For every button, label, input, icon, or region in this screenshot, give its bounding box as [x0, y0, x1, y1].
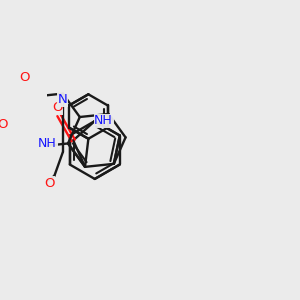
Text: NH: NH: [38, 136, 57, 150]
Text: O: O: [52, 101, 63, 114]
Text: O: O: [0, 118, 8, 130]
Text: NH: NH: [94, 114, 113, 127]
Text: O: O: [44, 177, 55, 190]
Text: N: N: [58, 93, 68, 106]
Text: O: O: [19, 71, 29, 84]
